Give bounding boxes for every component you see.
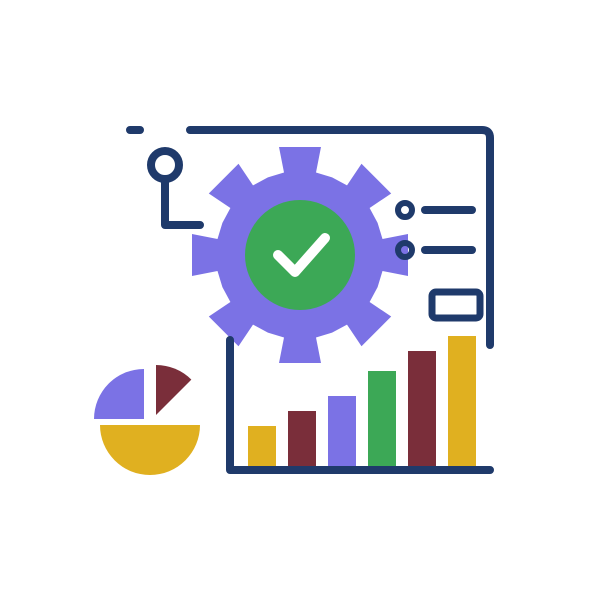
list-box xyxy=(432,292,480,318)
node-connector xyxy=(165,179,200,225)
pie-slice xyxy=(94,369,144,419)
pie-slice xyxy=(100,425,200,475)
chart-bar xyxy=(408,351,436,466)
chart-bar xyxy=(288,411,316,466)
list-bullet-icon xyxy=(398,203,412,217)
analytics-settings-icon xyxy=(0,0,600,600)
check-badge xyxy=(245,200,355,310)
chart-bar xyxy=(328,396,356,466)
pie-slice xyxy=(156,365,191,415)
chart-bar xyxy=(448,336,476,466)
chart-bar xyxy=(368,371,396,466)
node-circle-icon xyxy=(151,151,179,179)
chart-bar xyxy=(248,426,276,466)
